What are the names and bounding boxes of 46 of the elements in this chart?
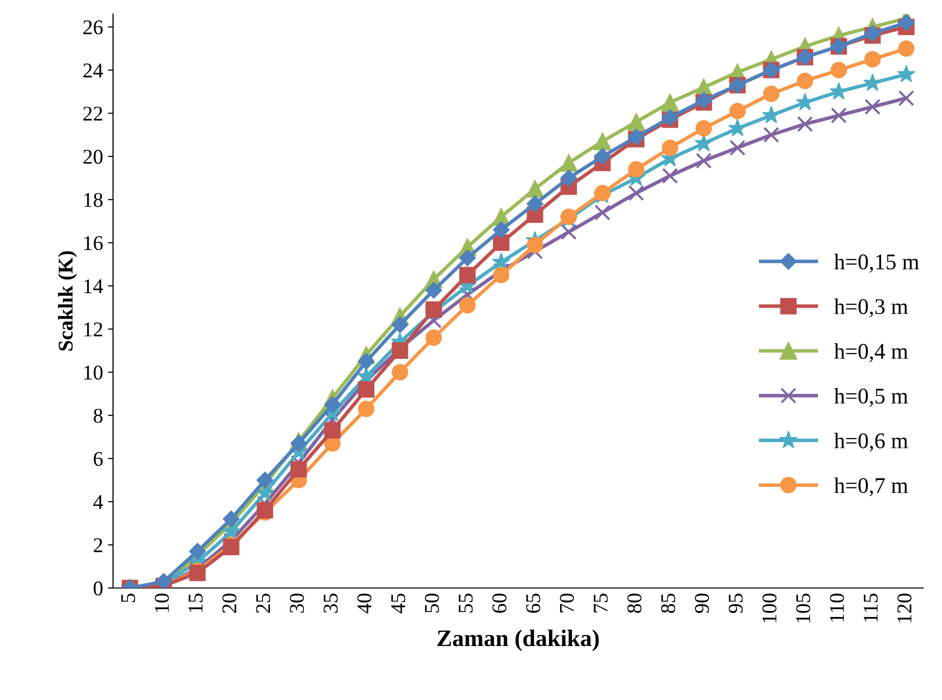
x-tick-label: 40 [357, 594, 372, 614]
legend-label: h=0,5 m [834, 388, 908, 407]
x-tick-label: 120 [897, 594, 912, 622]
y-tick-label: 14 [84, 279, 103, 294]
legend-label: h=0,3 m [834, 298, 908, 318]
y-tick-label: 0 [94, 581, 103, 596]
x-tick-label: 95 [728, 594, 743, 614]
y-tick-label: 4 [93, 495, 103, 509]
legend-label: h=0,6 m [834, 432, 908, 452]
y-tick-label: 18 [84, 192, 103, 208]
x-tick-label: 50 [424, 594, 439, 612]
x-tick-label: 15 [188, 594, 203, 612]
legend-label: h=0,15 m [834, 254, 920, 273]
x-tick-label: 35 [324, 594, 338, 613]
x-tick-label: 100 [762, 594, 776, 622]
x-tick-label: 75 [594, 594, 608, 612]
x-tick-label: 80 [627, 594, 642, 613]
y-tick-label: 6 [94, 452, 103, 466]
y-tick-label: 16 [84, 236, 103, 250]
x-tick-label: 5 [121, 594, 136, 602]
x-tick-label: 25 [256, 594, 270, 613]
y-axis-title: Scaklık (K) [58, 251, 77, 351]
x-tick-label: 30 [290, 594, 304, 613]
y-tick-label: 24 [83, 64, 103, 78]
y-tick-label: 8 [94, 408, 103, 423]
legend-label: h=0,4 m [834, 343, 908, 362]
x-tick-label: 85 [661, 594, 676, 613]
legend-label: h=0,7 m [834, 477, 908, 496]
x-tick-label: 70 [560, 594, 574, 612]
y-tick-label: 2 [94, 538, 102, 552]
x-tick-label: 45 [391, 594, 406, 614]
y-tick-label: 22 [83, 106, 102, 120]
y-tick-label: 12 [84, 322, 102, 336]
x-tick-label: 10 [154, 594, 169, 612]
x-tick-label: 115 [864, 594, 878, 622]
y-tick-label: 10 [84, 366, 103, 380]
x-tick-label: 55 [458, 594, 473, 612]
y-tick-label: 20 [83, 150, 103, 164]
x-axis-title: Zaman (dakika) [438, 630, 599, 652]
y-tick-label: 26 [83, 20, 103, 34]
x-tick-label: 90 [694, 594, 709, 614]
x-tick-label: 65 [526, 594, 540, 613]
x-tick-label: 20 [222, 594, 236, 613]
x-tick-label: 110 [830, 594, 844, 622]
x-tick-label: 105 [796, 594, 810, 622]
x-tick-label: 60 [492, 594, 506, 613]
